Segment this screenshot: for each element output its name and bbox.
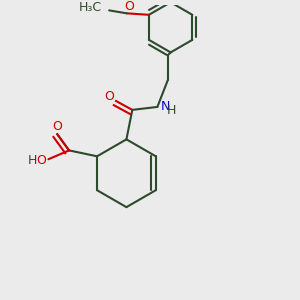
Text: H: H (167, 104, 176, 117)
Text: H: H (28, 154, 37, 167)
Text: O: O (104, 90, 114, 103)
Text: O: O (124, 0, 134, 14)
Text: H₃C: H₃C (79, 1, 102, 14)
Text: N: N (161, 100, 170, 113)
Text: O: O (52, 120, 62, 133)
Text: O: O (36, 154, 46, 167)
